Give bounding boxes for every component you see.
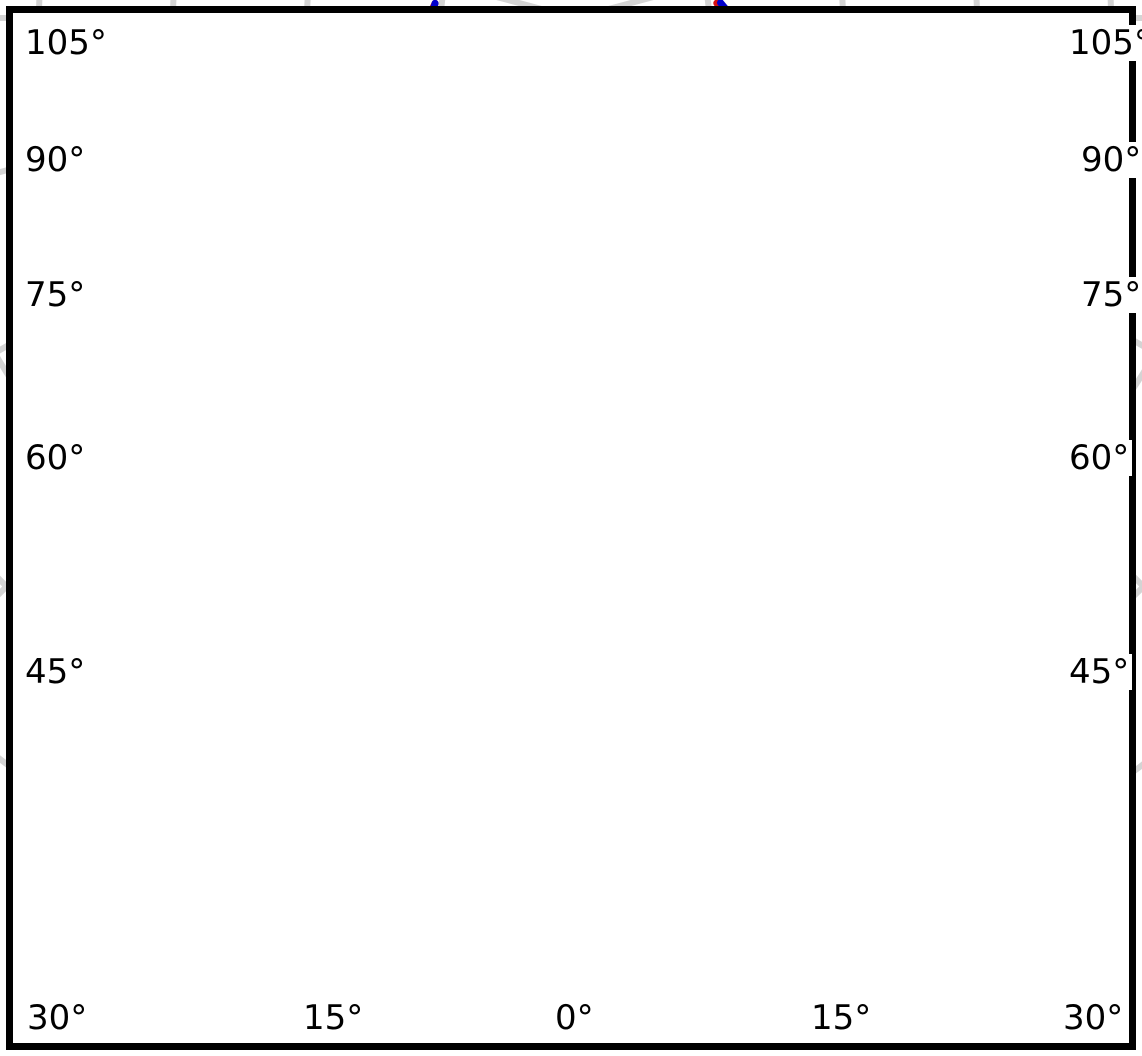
axis-label-bottom-3: 15° bbox=[808, 1000, 875, 1036]
axis-label-left-4: 45° bbox=[22, 654, 89, 690]
axis-label-bottom-2: 0° bbox=[552, 1000, 597, 1036]
axis-label-right-2: 75° bbox=[1078, 277, 1142, 313]
axis-label-bottom-1: 15° bbox=[300, 1000, 367, 1036]
axis-label-left-0: 105° bbox=[22, 25, 110, 61]
axis-label-left-2: 75° bbox=[22, 277, 89, 313]
axis-label-right-0: 105° bbox=[1066, 25, 1142, 61]
axis-label-bottom-4: 30° bbox=[1060, 1000, 1127, 1036]
axis-label-left-1: 90° bbox=[22, 142, 89, 178]
plot-border-frame bbox=[6, 6, 1136, 1050]
axis-label-left-3: 60° bbox=[22, 440, 89, 476]
axis-label-bottom-0: 30° bbox=[24, 1000, 91, 1036]
axis-label-right-4: 45° bbox=[1066, 654, 1133, 690]
axis-label-right-1: 90° bbox=[1078, 142, 1142, 178]
axis-label-right-3: 60° bbox=[1066, 440, 1133, 476]
